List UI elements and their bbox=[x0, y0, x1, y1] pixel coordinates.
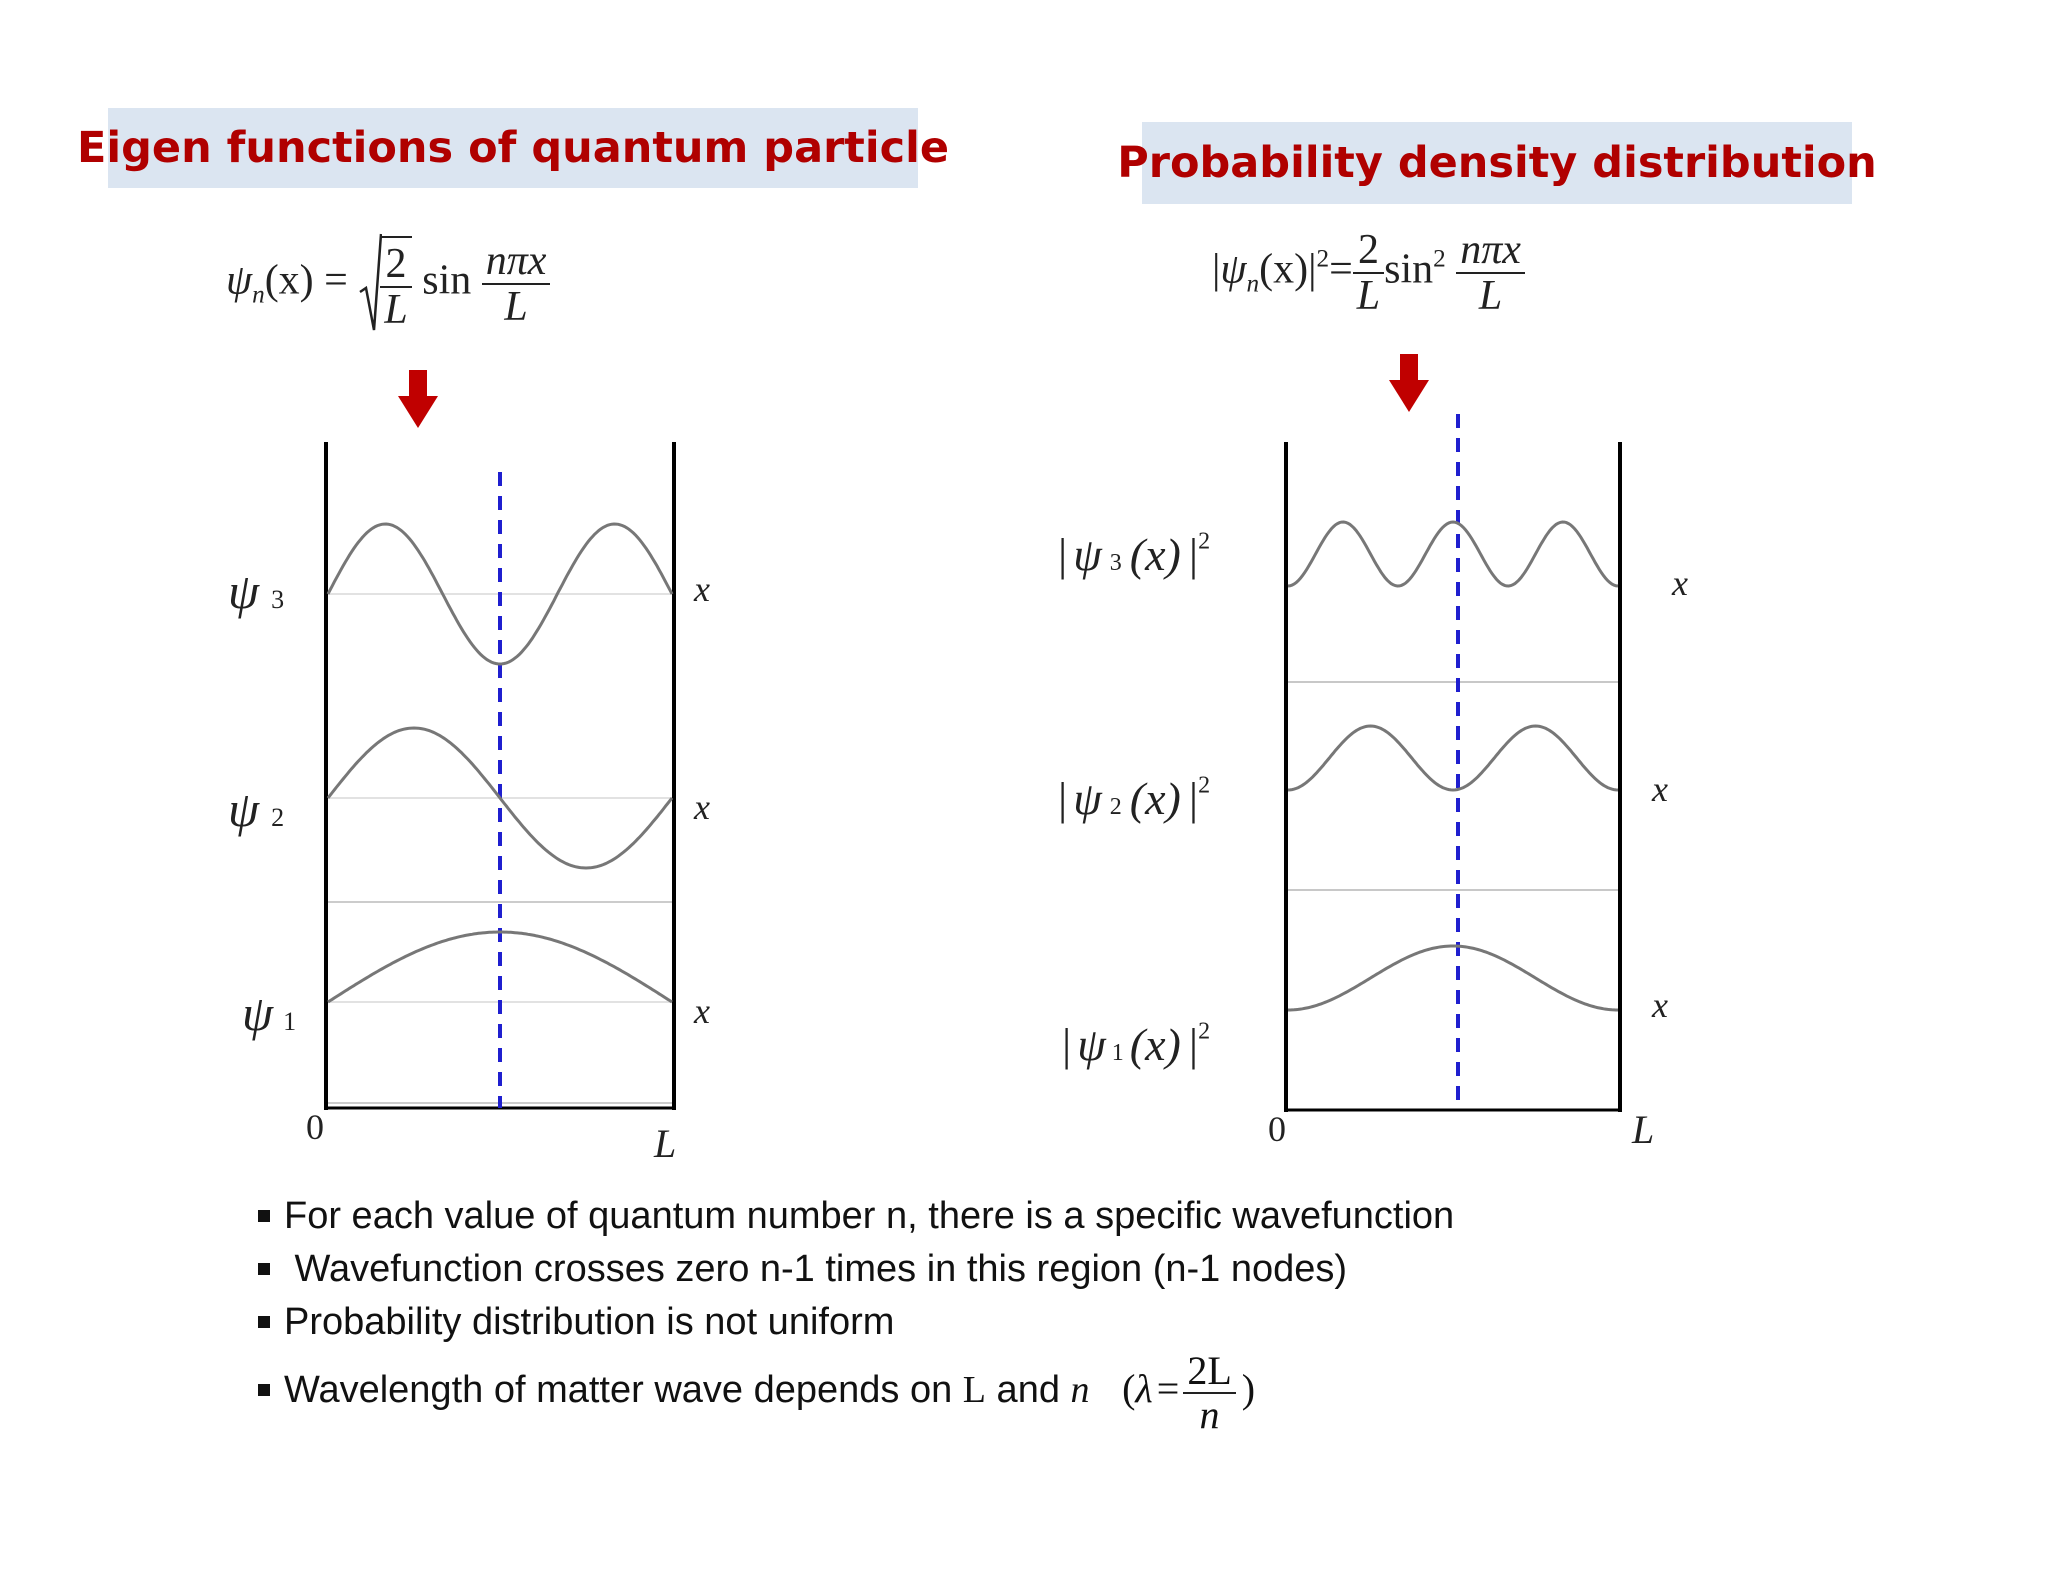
probability-curve-3 bbox=[1287, 520, 1619, 588]
well-width-label: L bbox=[654, 1121, 677, 1166]
formula-sin-square: 2 bbox=[1433, 245, 1446, 273]
arrow-down-icon bbox=[1389, 354, 1429, 412]
formula-sqrt-num: 2 bbox=[380, 242, 412, 289]
formula-coef-den: L bbox=[1356, 273, 1381, 320]
bullet-item: For each value of quantum number n, ther… bbox=[258, 1190, 1454, 1243]
formula-arg: (x) bbox=[264, 257, 314, 304]
probability-curve-2 bbox=[1287, 724, 1619, 792]
formula-arg: (x) bbox=[1259, 246, 1309, 293]
well-width-label: L bbox=[1632, 1107, 1655, 1152]
formula-sin: sin bbox=[1384, 246, 1434, 293]
probability-curve-1 bbox=[1288, 944, 1618, 1012]
bullet-item: Probability distribution is not uniform bbox=[258, 1296, 1454, 1349]
title-probability-density: Probability density distribution bbox=[1117, 122, 1877, 204]
wavefunction-curve-3 bbox=[326, 522, 674, 666]
formula-psi: ψ bbox=[1220, 246, 1247, 293]
formula-abs-close: | bbox=[1308, 246, 1317, 293]
axis-label-x: x bbox=[1672, 563, 1688, 603]
formula-psi: ψ bbox=[226, 257, 253, 304]
axis-label-x: x bbox=[694, 787, 710, 827]
formula-square: 2 bbox=[1316, 245, 1330, 273]
state-label-psi-2-squared: | ψ 2 (x) |2 bbox=[1058, 772, 1211, 824]
formula-sin: sin bbox=[422, 257, 472, 304]
wavefunction-curve-1 bbox=[327, 930, 673, 1004]
formula-abs-open: | bbox=[1212, 246, 1221, 293]
axis-label-x: x bbox=[694, 991, 710, 1031]
origin-label: 0 bbox=[1268, 1109, 1286, 1149]
origin-label: 0 bbox=[306, 1107, 324, 1147]
right-well bbox=[1284, 414, 1622, 1112]
bullet-list: For each value of quantum number n, ther… bbox=[258, 1190, 1454, 1437]
formula-arg-den: L bbox=[1478, 273, 1503, 320]
square-bullet-icon bbox=[258, 1315, 270, 1328]
formula-arg-den: L bbox=[504, 284, 528, 331]
formula-arg-num: nπx bbox=[1456, 228, 1525, 275]
square-bullet-icon bbox=[258, 1209, 270, 1222]
formula-sqrt-den: L bbox=[384, 287, 408, 334]
axis-label-x: x bbox=[1652, 985, 1668, 1025]
formula-psi-sub: n bbox=[252, 281, 265, 309]
arrow-down-icon bbox=[398, 370, 438, 428]
state-label-psi-1-squared: | ψ 1 (x) |2 bbox=[1062, 1018, 1211, 1070]
wavelength-formula: (λ = 2L n) bbox=[1122, 1347, 1256, 1437]
bullet-item: Wavefunction crosses zero n-1 times in t… bbox=[258, 1243, 1454, 1296]
state-label-psi-3-squared: | ψ 3 (x) |2 bbox=[1058, 528, 1211, 580]
formula-equals: = bbox=[1329, 246, 1353, 293]
title-eigen-functions: Eigen functions of quantum particle bbox=[77, 108, 949, 188]
sqrt-sign-icon bbox=[359, 233, 383, 331]
axis-label-x: x bbox=[1652, 769, 1668, 809]
square-bullet-icon bbox=[258, 1383, 270, 1396]
wavefunction-curve-2 bbox=[326, 726, 674, 870]
square-bullet-icon bbox=[258, 1262, 270, 1275]
axis-label-x: x bbox=[694, 569, 710, 609]
formula-arg-num: nπx bbox=[481, 239, 551, 286]
left-well bbox=[324, 442, 676, 1110]
formula-equals: = bbox=[324, 257, 348, 304]
formula-psi-sub: n bbox=[1246, 270, 1260, 298]
bullet-item: Wavelength of matter wave depends on L a… bbox=[258, 1347, 1454, 1437]
formula-coef-num: 2 bbox=[1352, 228, 1385, 275]
